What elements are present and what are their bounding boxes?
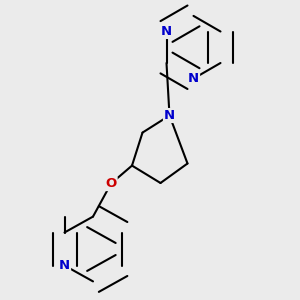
Text: O: O — [105, 177, 117, 190]
Text: N: N — [188, 72, 199, 85]
Text: N: N — [164, 109, 175, 122]
Text: N: N — [161, 25, 172, 38]
Text: N: N — [59, 259, 70, 272]
